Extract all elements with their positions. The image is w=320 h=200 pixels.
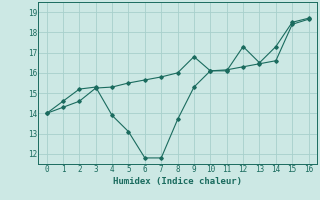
X-axis label: Humidex (Indice chaleur): Humidex (Indice chaleur) (113, 177, 242, 186)
